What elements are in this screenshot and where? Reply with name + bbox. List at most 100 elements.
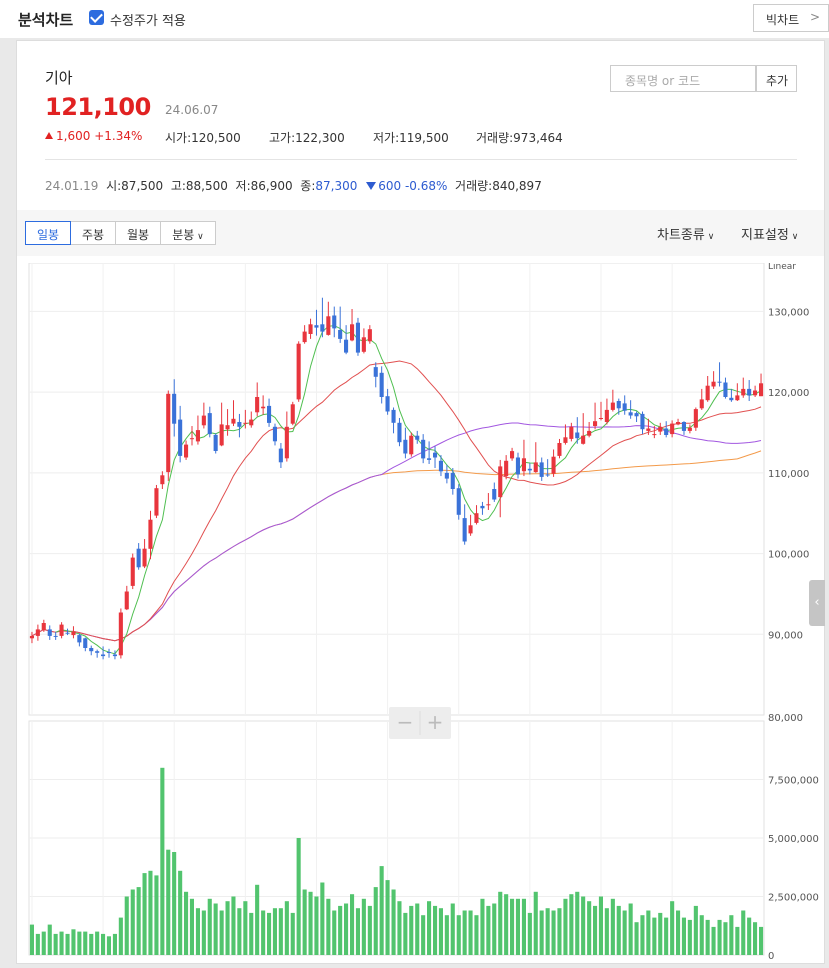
volume-bar xyxy=(474,915,479,955)
candle-body xyxy=(308,324,313,334)
volume-bar xyxy=(101,933,106,955)
volume-bar xyxy=(415,903,420,955)
volume-bar xyxy=(367,905,372,955)
top-bar: 분석차트 수정주가 적용 빅차트 > xyxy=(0,0,829,38)
volume-bar xyxy=(486,905,491,955)
volume-bar xyxy=(355,908,360,955)
candle-body xyxy=(112,654,117,657)
volume-bar xyxy=(112,933,117,955)
volume-bar xyxy=(83,931,88,955)
candle-body xyxy=(231,418,236,424)
volume-bar xyxy=(95,931,100,955)
chevron-down-icon: ∨ xyxy=(788,232,799,242)
price-plot-area xyxy=(28,263,765,716)
candle-body xyxy=(409,435,414,455)
volume-bar xyxy=(427,901,432,955)
volume-bar xyxy=(735,926,740,955)
price-date: 24.06.07 xyxy=(165,103,219,117)
volume-bar xyxy=(450,903,455,955)
volume-bar xyxy=(148,870,153,955)
hover-high: 88,500 xyxy=(185,179,228,193)
chevron-down-icon: ∨ xyxy=(704,232,715,242)
volume-bar xyxy=(160,767,165,955)
candle-body xyxy=(130,557,135,586)
candle-body xyxy=(563,437,568,443)
volume-bar xyxy=(178,870,183,955)
candle-body xyxy=(184,444,189,458)
chart-toolbar: 일봉 주봉 월봉 분봉 ∨ 차트종류 ∨ 지표설정 ∨ xyxy=(17,210,824,256)
volume-bar xyxy=(705,919,710,955)
volume-bar xyxy=(563,898,568,955)
price-tick-label: 80,000 xyxy=(768,713,803,724)
volume-bar xyxy=(249,912,254,955)
candle-body xyxy=(676,422,681,425)
add-stock-button[interactable]: 추가 xyxy=(756,65,797,92)
stock-search-input[interactable]: 종목명 or 코드 xyxy=(610,65,756,92)
volume-bar xyxy=(166,849,171,955)
tab-weekly[interactable]: 주봉 xyxy=(70,221,116,245)
volume-bar xyxy=(658,912,663,955)
price-change: 1,600 +1.34% xyxy=(45,129,142,143)
volume-bar xyxy=(462,910,467,955)
adjusted-price-checkbox[interactable] xyxy=(89,10,104,25)
volume-bar xyxy=(397,901,402,955)
volume-bar xyxy=(284,901,289,955)
candlestick-chart[interactable]: 130,000 120,000 110,000 100,000 90,000 80,000… xyxy=(17,263,824,963)
volume-bar xyxy=(278,908,283,955)
bigchart-button[interactable]: 빅차트 > xyxy=(753,4,829,32)
candle-body xyxy=(628,412,633,416)
candle-body xyxy=(658,426,663,432)
candle-body xyxy=(278,448,283,463)
volume-bar xyxy=(676,910,681,955)
candle-body xyxy=(379,372,384,397)
volume-bar xyxy=(290,912,295,955)
candle-body xyxy=(444,472,449,479)
volume-bar xyxy=(693,905,698,955)
volume-bar xyxy=(189,898,194,955)
volume-bar xyxy=(533,891,538,955)
candle-body xyxy=(101,654,106,657)
indicator-settings-dropdown[interactable]: 지표설정 ∨ xyxy=(741,228,799,243)
volume-bar xyxy=(634,922,639,955)
candle-body xyxy=(77,635,82,643)
volume-bar xyxy=(385,880,390,955)
volume-bar xyxy=(338,905,343,955)
candle-body xyxy=(681,422,686,431)
adjusted-price-label[interactable]: 수정주가 적용 xyxy=(110,14,186,29)
candle-body xyxy=(95,651,100,653)
zoom-out-icon[interactable]: − xyxy=(397,710,414,734)
volume-bar xyxy=(124,896,129,955)
chevron-left-icon[interactable]: ‹ xyxy=(809,580,825,626)
candle-body xyxy=(172,393,177,424)
zoom-in-icon[interactable]: + xyxy=(427,710,444,734)
volume-bar xyxy=(593,905,598,955)
candle-body xyxy=(249,419,254,426)
volume-bar xyxy=(172,852,177,955)
candle-body xyxy=(225,425,230,430)
chart-type-dropdown[interactable]: 차트종류 ∨ xyxy=(657,228,715,243)
volume-bar xyxy=(729,915,734,955)
candle-body xyxy=(219,424,224,446)
candle-body xyxy=(610,402,615,410)
hover-info-row: 24.01.19 시:87,500 고:88,500 저:86,900 종:87… xyxy=(45,179,542,193)
volume-bar xyxy=(344,903,349,955)
volume-bar xyxy=(71,929,76,955)
candle-body xyxy=(693,409,698,428)
volume-bar xyxy=(231,896,236,955)
tab-minute[interactable]: 분봉 ∨ xyxy=(160,221,216,245)
tab-monthly[interactable]: 월봉 xyxy=(115,221,161,245)
volume-tick-label: 0 xyxy=(768,951,774,962)
hover-change: 600 xyxy=(378,179,402,193)
volume-bar xyxy=(136,887,141,955)
volume-bar xyxy=(604,908,609,955)
volume-bar xyxy=(498,891,503,955)
down-triangle-icon xyxy=(366,182,377,190)
candle-body xyxy=(640,413,645,430)
volume-bar xyxy=(195,908,200,955)
hover-close: 87,300 xyxy=(315,179,358,193)
candle-body xyxy=(89,648,94,652)
open-stat: 시가:120,500 xyxy=(165,131,241,145)
tab-daily[interactable]: 일봉 xyxy=(25,221,71,245)
scale-label: Linear xyxy=(768,263,796,272)
candle-body xyxy=(237,422,242,427)
